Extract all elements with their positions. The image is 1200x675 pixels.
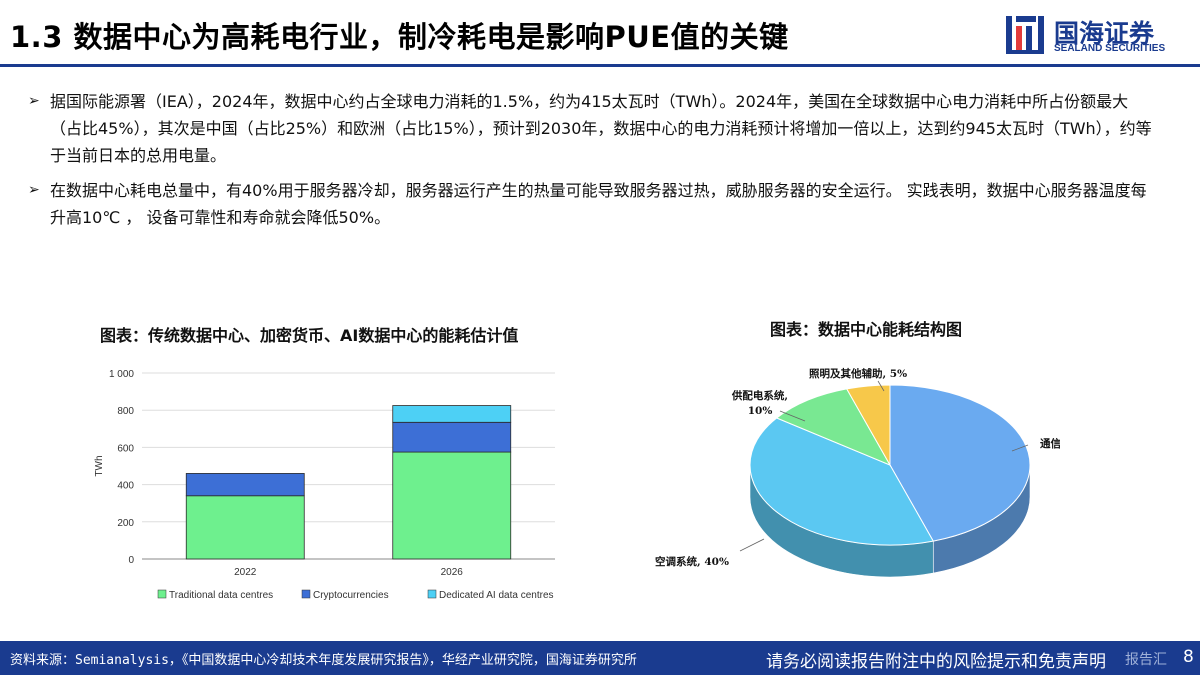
x-tick-label: 2022 <box>234 567 257 578</box>
pie-chart: 通信网络设备,45%空调系统, 40%供配电系统,10%照明及其他辅助, 5% <box>655 367 1060 578</box>
bullet-text: 据国际能源署（IEA），2024年，数据中心约占全球电力消耗的1.5%，约为41… <box>50 92 1152 165</box>
pie-slice <box>889 384 1031 542</box>
footer-watermark: 报告汇 <box>1125 652 1167 668</box>
page-title: 1.3 数据中心为高耗电行业，制冷耗电是影响PUE值的关键 <box>10 20 789 54</box>
legend-label: Cryptocurrencies <box>313 590 389 601</box>
bullet-text: 在数据中心耗电总量中，有40%用于服务器冷却，服务器运行产生的热量可能导致服务器… <box>50 181 1147 227</box>
logo-text-cn: 国海证券 <box>1054 19 1155 48</box>
pie-leader-line <box>877 380 885 392</box>
x-tick-label: 2026 <box>441 567 464 578</box>
pie-slice <box>749 417 935 546</box>
page-number: 8 <box>1183 647 1194 667</box>
bar-segment <box>392 421 512 453</box>
logo-text-en: SEALAND SECURITIES <box>1054 43 1166 54</box>
pie-label: 照明及其他辅助, 5% <box>809 367 907 380</box>
legend-swatch <box>301 589 311 599</box>
sealand-logo-icon <box>1006 16 1044 54</box>
pie-value-label: 10% <box>748 405 773 417</box>
footer-disclaimer: 请务必阅读报告附注中的风险提示和免责声明 <box>766 652 1106 672</box>
y-tick-label: 400 <box>117 481 134 492</box>
footer-bar: 资料来源：Semianalysis，《中国数据中心冷却技术年度发展研究报告》，华… <box>0 641 1200 675</box>
pie-label: 通信网络设备, <box>1040 437 1060 450</box>
y-tick-label: 800 <box>117 406 134 417</box>
pie-slice <box>845 384 891 467</box>
y-tick-label: 1 000 <box>109 369 134 380</box>
bullet-list: ➢ 据国际能源署（IEA），2024年，数据中心约占全球电力消耗的1.5%，约为… <box>28 88 1158 239</box>
pie-leader-line <box>779 410 806 422</box>
company-logo: 国海证券 SEALAND SECURITIES <box>1004 12 1194 60</box>
pie-label: 供配电系统, <box>731 389 788 402</box>
bullet-arrow-icon: ➢ <box>28 182 40 198</box>
bullet-item: ➢ 据国际能源署（IEA），2024年，数据中心约占全球电力消耗的1.5%，约为… <box>28 88 1158 169</box>
y-tick-label: 200 <box>117 518 134 529</box>
title-rule <box>0 64 1200 67</box>
pie-leader-line <box>1011 444 1029 452</box>
bar-segment <box>392 405 512 423</box>
bar-segment <box>392 451 512 560</box>
bar-chart: TWh 0 200 400 600 800 1 000 2022 2026 Traditional… <box>94 369 555 601</box>
pie-slice <box>775 388 892 467</box>
pie-label: 空调系统, 40% <box>655 555 729 568</box>
title-bar: 1.3 数据中心为高耗电行业，制冷耗电是影响PUE值的关键 国海证券 SEALA… <box>0 0 1200 68</box>
y-tick-label: 0 <box>128 555 134 566</box>
bar-segment <box>185 495 305 560</box>
y-tick-label: 600 <box>117 443 134 454</box>
legend-swatch <box>157 589 167 599</box>
footer-source: 资料来源：Semianalysis，《中国数据中心冷却技术年度发展研究报告》，华… <box>10 653 637 668</box>
pie-leader-line <box>739 538 765 552</box>
legend-label: Traditional data centres <box>169 590 273 601</box>
pie-chart-title: 图表：数据中心能耗结构图 <box>770 320 963 339</box>
legend-label: Dedicated AI data centres <box>439 590 554 601</box>
bullet-item: ➢ 在数据中心耗电总量中，有40%用于服务器冷却，服务器运行产生的热量可能导致服… <box>28 177 1158 231</box>
bullet-arrow-icon: ➢ <box>28 93 40 109</box>
bar-segment <box>185 473 305 497</box>
y-axis-label: TWh <box>94 455 105 476</box>
bar-chart-title: 图表：传统数据中心、加密货币、AI数据中心的能耗估计值 <box>100 326 519 345</box>
legend-swatch <box>427 589 437 599</box>
